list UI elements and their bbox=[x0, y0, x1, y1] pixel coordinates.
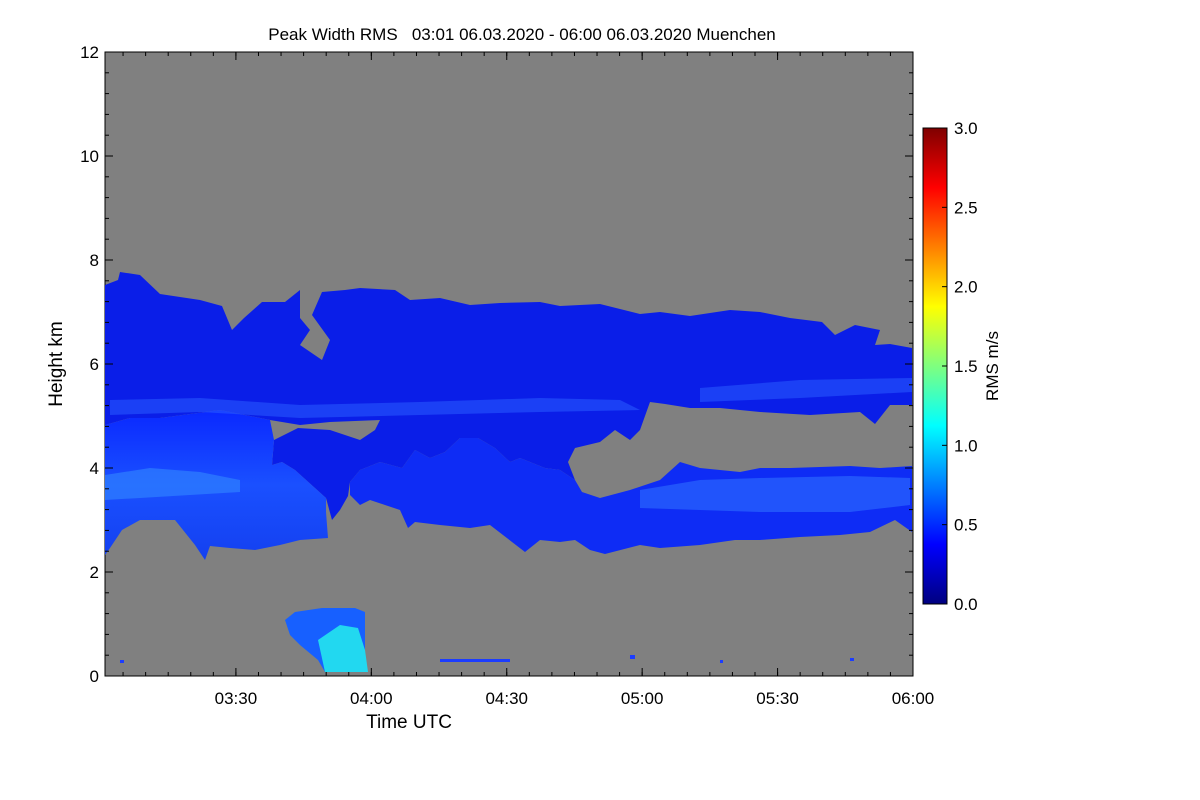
y-tick-label: 12 bbox=[80, 43, 99, 62]
y-axis-label: Height km bbox=[46, 321, 67, 407]
y-tick-label: 8 bbox=[90, 251, 99, 270]
lower-layer-streak-left bbox=[105, 468, 240, 500]
colorbar-label: RMS m/s bbox=[983, 331, 1002, 401]
upper-cloud-layer bbox=[105, 272, 912, 520]
upper-layer-streak bbox=[110, 398, 640, 418]
lower-layer-streak-right bbox=[640, 476, 910, 512]
ground-echo bbox=[720, 660, 723, 663]
x-tick-label: 04:30 bbox=[485, 689, 528, 708]
x-tick-label: 05:00 bbox=[621, 689, 664, 708]
right-layer-streak bbox=[700, 378, 912, 402]
ground-echo bbox=[630, 655, 635, 659]
y-tick-label: 2 bbox=[90, 563, 99, 582]
x-axis-label: Time UTC bbox=[366, 712, 452, 733]
x-tick-label: 05:30 bbox=[756, 689, 799, 708]
colorbar-tick-label: 2.5 bbox=[954, 198, 978, 217]
y-tick-label: 0 bbox=[90, 667, 99, 686]
echo-layer bbox=[105, 272, 912, 672]
precipitation-core bbox=[318, 625, 368, 672]
colorbar-tick-label: 3.0 bbox=[954, 119, 978, 138]
x-tick-label: 06:00 bbox=[892, 689, 935, 708]
colorbar: 0.0 0.5 1.0 1.5 2.0 2.5 3.0 RMS m/s bbox=[922, 119, 1002, 614]
y-tick-label: 4 bbox=[90, 459, 99, 478]
y-tick-label: 10 bbox=[80, 147, 99, 166]
colorbar-tick-label: 0.5 bbox=[954, 516, 978, 535]
ground-echo bbox=[120, 660, 124, 663]
axes: 03:30 04:00 04:30 05:00 05:30 06:00 0 2 4 6 8 10 12 T… bbox=[46, 43, 934, 733]
ground-echo bbox=[850, 658, 854, 661]
colorbar-tick-label: 1.5 bbox=[954, 357, 978, 376]
chart-title: Peak Width RMS 03:01 06.03.2020 - 06:00 … bbox=[268, 25, 776, 44]
y-tick-label: 6 bbox=[90, 355, 99, 374]
x-tick-label: 03:30 bbox=[215, 689, 258, 708]
x-tick-label: 04:00 bbox=[350, 689, 393, 708]
colorbar-tick-label: 1.0 bbox=[954, 436, 978, 455]
colorbar-tick-label: 0.0 bbox=[954, 595, 978, 614]
colorbar-tick-label: 2.0 bbox=[954, 278, 978, 297]
lower-cloud-layer-middle bbox=[350, 438, 912, 554]
ground-echo bbox=[440, 659, 510, 662]
